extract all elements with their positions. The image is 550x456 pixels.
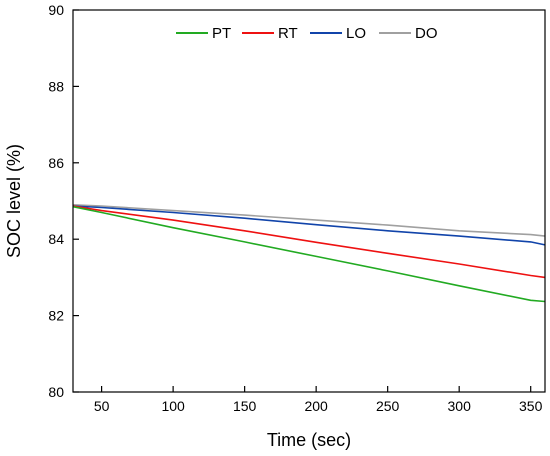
legend-label-pt: PT — [212, 25, 231, 42]
x-tick-label: 50 — [94, 398, 110, 414]
y-tick-label: 86 — [48, 155, 64, 171]
x-tick-label: 150 — [233, 398, 257, 414]
x-tick-label: 350 — [519, 398, 543, 414]
series-line-rt — [72, 205, 546, 279]
plot-frame — [72, 9, 546, 393]
legend-label-rt: RT — [278, 25, 298, 42]
series-line-pt — [72, 205, 546, 303]
y-tick-label: 84 — [48, 231, 64, 247]
x-tick-label: 200 — [304, 398, 328, 414]
y-tick-label: 80 — [48, 384, 64, 400]
y-axis-title: SOC level (%) — [4, 144, 24, 258]
legend-label-lo: LO — [346, 25, 366, 42]
series-line-do — [72, 204, 546, 237]
legend-label-do: DO — [415, 25, 438, 42]
y-tick-label: 90 — [48, 2, 64, 18]
x-tick-label: 100 — [161, 398, 185, 414]
x-axis-title: Time (sec) — [267, 430, 351, 450]
y-tick-label: 88 — [48, 78, 64, 94]
x-tick-label: 300 — [448, 398, 472, 414]
x-tick-label: 250 — [376, 398, 400, 414]
series-line-lo — [72, 205, 546, 246]
y-tick-label: 82 — [48, 308, 64, 324]
